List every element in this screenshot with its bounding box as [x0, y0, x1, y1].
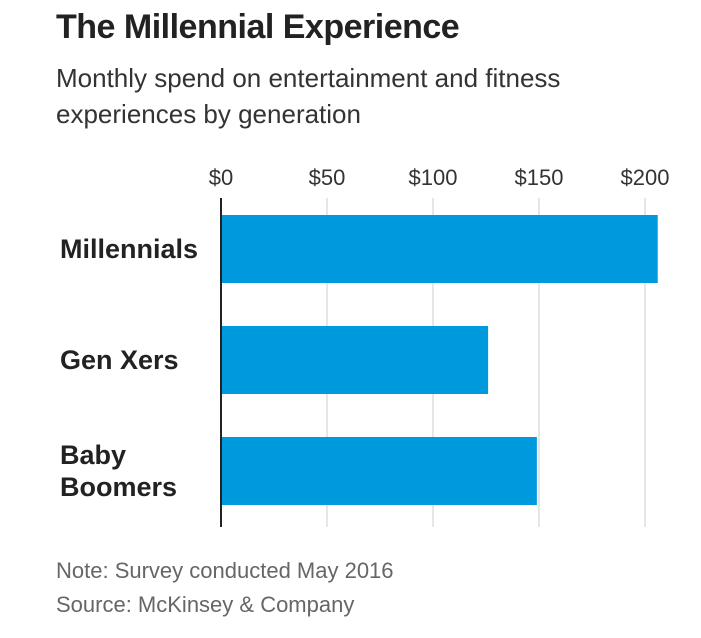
bar: [221, 437, 537, 505]
x-tick-label: $0: [209, 165, 233, 190]
chart-source: Source: McKinsey & Company: [56, 592, 355, 617]
bar: [221, 215, 658, 283]
bars: [221, 215, 658, 505]
category-labels: Millennials Gen Xers Baby Boomers: [60, 234, 198, 502]
x-tick-label: $100: [409, 165, 458, 190]
x-tick-label: $200: [621, 165, 670, 190]
category-label: Millennials: [60, 234, 198, 264]
category-label: Gen Xers: [60, 345, 179, 375]
chart-note: Note: Survey conducted May 2016: [56, 558, 394, 583]
chart-subtitle: Monthly spend on entertainment and fitne…: [56, 63, 561, 129]
chart-title: The Millennial Experience: [56, 8, 460, 46]
x-tick-label: $150: [515, 165, 564, 190]
bar: [221, 326, 489, 394]
x-axis-ticks: $0 $50 $100 $150 $200: [209, 165, 670, 190]
category-label: Baby Boomers: [60, 440, 177, 502]
x-tick-label: $50: [309, 165, 346, 190]
